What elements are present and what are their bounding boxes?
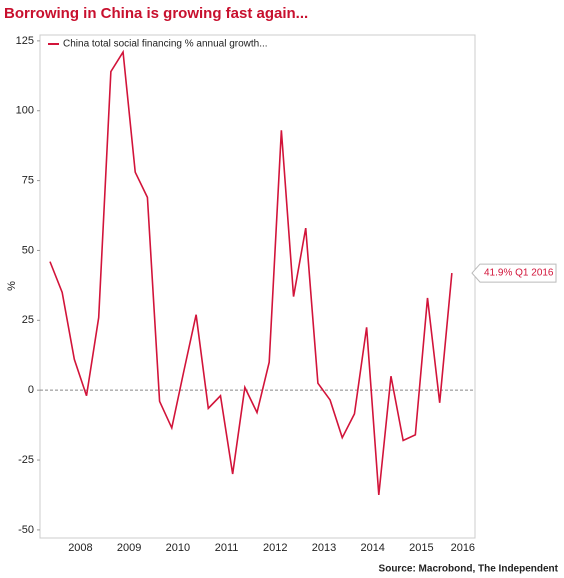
x-tick-label: 2015 [409, 542, 433, 554]
chart-title: Borrowing in China is growing fast again… [4, 5, 308, 22]
line [49, 49, 453, 496]
annotation-box [471, 263, 557, 283]
annotation: 41.9% Q1 2016 [484, 268, 554, 279]
x-tick-label: 2010 [166, 542, 190, 554]
x-tick-label: 2014 [360, 542, 384, 554]
x-tick-label: 2011 [215, 542, 239, 554]
x-tick-label: 2012 [263, 542, 287, 554]
x-tick-label: 2009 [117, 542, 141, 554]
y-axis-label: % [6, 281, 18, 291]
source: Source: Macrobond, The Independent [379, 564, 559, 575]
x-tick-label: 2013 [312, 542, 336, 554]
plot-frame [39, 34, 476, 539]
y-tick-label: 0 [28, 384, 34, 396]
series [49, 49, 453, 496]
y-tick-label: 100 [16, 105, 34, 117]
y-tick-label: 25 [22, 314, 34, 326]
x-tick-label: 2008 [68, 542, 92, 554]
legend-label: China total social financing % annual gr… [63, 39, 268, 50]
x-tick-label: 2016 [451, 542, 475, 554]
y-tick-label: 50 [22, 244, 34, 256]
y-tick-label: 125 [16, 35, 34, 47]
y-tick-label: -50 [18, 524, 34, 536]
y-tick-label: 75 [22, 174, 34, 186]
y-tick-label: -25 [18, 454, 34, 466]
